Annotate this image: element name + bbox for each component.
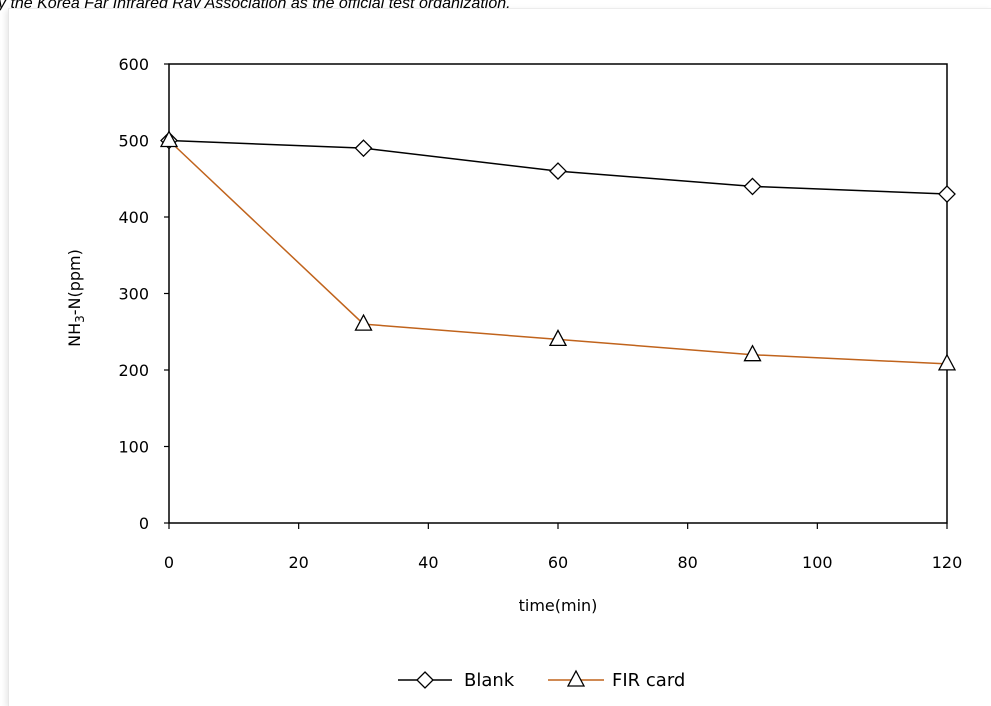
x-tick-label: 100: [802, 553, 833, 572]
y-tick-label: 300: [118, 285, 149, 304]
triangle-marker: [937, 353, 957, 371]
legend-label-fir: FIR card: [612, 670, 685, 691]
diamond-marker: [416, 671, 434, 689]
y-tick-label: 500: [118, 132, 149, 151]
y-axis: 0 100 200 300 400 500 600: [118, 55, 169, 533]
x-tick-label: 40: [418, 553, 438, 572]
y-tick-label: 200: [118, 361, 149, 380]
diamond-marker: [938, 185, 956, 203]
legend: Blank FIR card: [398, 669, 685, 691]
x-tick-label: 0: [164, 553, 174, 572]
series-fir-card: [159, 130, 957, 371]
chart-panel: [8, 8, 991, 706]
diamond-marker: [743, 177, 762, 196]
x-tick-label: 20: [288, 553, 308, 572]
triangle-marker: [548, 329, 568, 347]
diamond-marker: [354, 139, 373, 158]
plot-area-frame: [168, 63, 948, 524]
triangle-marker: [159, 130, 179, 148]
y-tick-label: 400: [118, 208, 149, 227]
series-blank: [160, 131, 956, 203]
y-tick-label: 600: [118, 55, 149, 74]
diamond-marker: [549, 162, 567, 181]
triangle-marker: [354, 313, 373, 331]
triangle-marker: [566, 669, 586, 687]
x-tick-label: 60: [548, 553, 568, 572]
legend-label-blank: Blank: [464, 670, 515, 691]
y-tick-label: 100: [118, 438, 149, 457]
x-tick-label: 120: [932, 553, 963, 572]
triangle-marker: [743, 344, 762, 362]
y-tick-label: 0: [139, 514, 149, 533]
series-layer: [159, 130, 957, 371]
x-tick-label: 80: [677, 553, 697, 572]
x-axis: 0 20 40 60 80 100 120: [164, 523, 962, 572]
y-axis-label: NH3-N(ppm): [65, 249, 87, 347]
x-axis-label: time(min): [519, 596, 598, 615]
